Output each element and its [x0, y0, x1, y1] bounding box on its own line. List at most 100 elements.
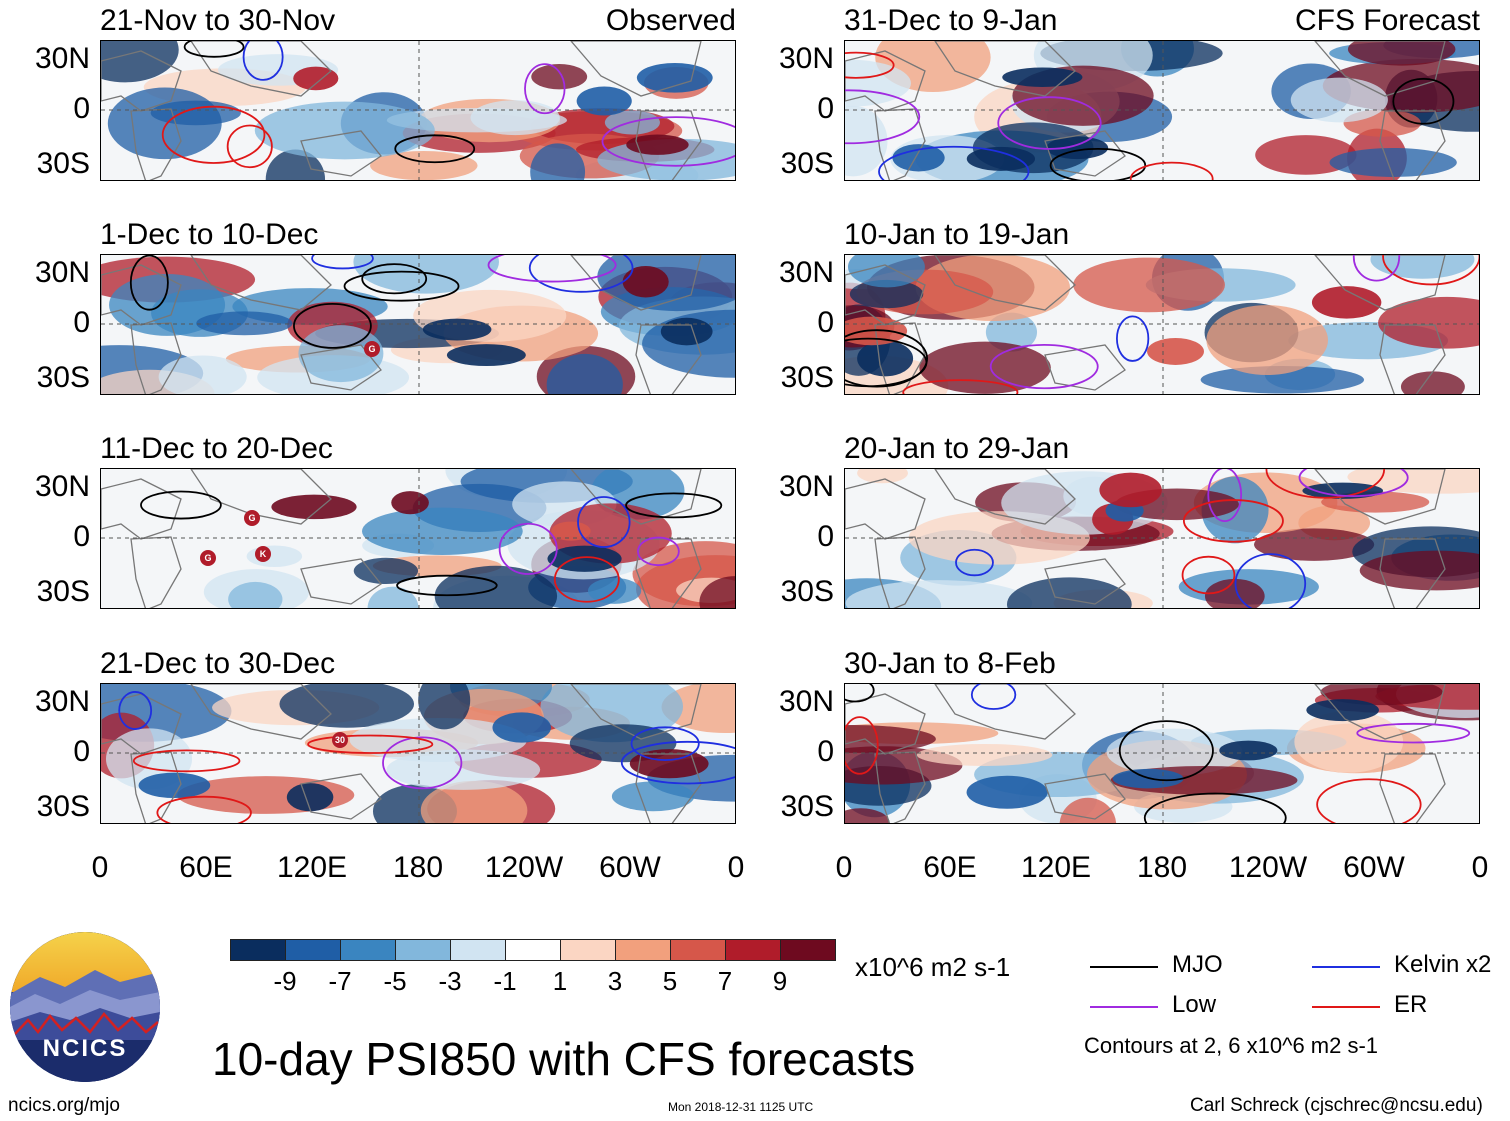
y-axis-label: 30N	[778, 470, 834, 503]
panel-title: 11-Dec to 20-Dec	[100, 432, 333, 465]
anomaly-field	[1059, 797, 1117, 823]
coastline	[934, 255, 1076, 311]
panel-title: 1-Dec to 10-Dec	[100, 218, 319, 251]
coastline	[1044, 344, 1126, 391]
x-axis-label: 120E	[1020, 851, 1092, 884]
anomaly-field	[279, 684, 415, 728]
anomaly-core	[422, 318, 492, 341]
colorbar-swatch	[780, 939, 836, 961]
colorbar-swatch	[505, 939, 561, 961]
x-axis-label: 60W	[1343, 851, 1405, 884]
author-credit: Carl Schreck (cjschrec@ncsu.edu)	[1190, 1095, 1483, 1116]
contour-line	[156, 795, 252, 823]
anomaly-core	[138, 772, 211, 799]
coastline	[1314, 255, 1446, 311]
coastline	[1379, 753, 1446, 823]
anomaly-field	[1378, 296, 1479, 349]
y-axis-label: 30S	[36, 575, 90, 608]
y-axis-label: 30S	[780, 790, 834, 823]
anomaly-field	[196, 311, 293, 336]
coastline	[101, 264, 182, 326]
coastline	[101, 693, 182, 755]
coastline	[934, 684, 1076, 740]
anomaly-field	[611, 781, 695, 812]
legend-label: MJO	[1172, 951, 1223, 978]
legend-swatch	[1312, 1006, 1380, 1008]
psi850-map-p6	[844, 254, 1480, 395]
contour-line	[311, 255, 374, 270]
anomaly-field	[1359, 550, 1479, 591]
contour-line	[1049, 148, 1147, 180]
contour-line	[845, 716, 879, 775]
x-axis-label: 120W	[484, 851, 564, 884]
contour-line	[845, 51, 895, 79]
coastline	[845, 264, 926, 326]
psi850-map-p8	[844, 683, 1480, 824]
anomaly-core	[1302, 482, 1384, 499]
tropical-cyclone-marker: 30	[332, 732, 348, 748]
y-axis-label: 30S	[36, 147, 90, 180]
main-title: 10-day PSI850 with CFS forecasts	[212, 1033, 916, 1085]
contour-line	[382, 736, 463, 790]
y-axis-label: 0	[817, 92, 834, 125]
anomaly-core	[547, 545, 622, 572]
anomaly-field	[546, 353, 623, 394]
contour-line	[1129, 161, 1214, 180]
contour-line	[553, 556, 620, 603]
anomaly-core	[1002, 67, 1083, 87]
tropical-cyclone-marker: K	[255, 546, 271, 562]
anomaly-field	[985, 312, 1038, 352]
x-axis-label: 120W	[1228, 851, 1308, 884]
anomaly-field	[845, 808, 890, 823]
colorbar-tick-label: 3	[607, 966, 623, 996]
coastline	[300, 344, 382, 391]
coastline	[1044, 558, 1126, 605]
anomaly-field	[1400, 371, 1465, 394]
contour-line	[1298, 469, 1409, 497]
legend-label: ER	[1394, 991, 1428, 1018]
anomaly-core	[293, 66, 339, 91]
contour-line	[845, 89, 921, 145]
colorbar-swatch	[560, 939, 616, 961]
anomaly-field	[1073, 257, 1225, 313]
y-axis-label: 30S	[780, 361, 834, 394]
legend-swatch	[1090, 966, 1158, 968]
legend-label: Low	[1172, 991, 1217, 1018]
anomaly-field	[470, 100, 560, 136]
anomaly-core	[576, 86, 632, 116]
contour-line	[1382, 255, 1479, 286]
anomaly-core	[286, 783, 334, 812]
psi850-map-p7	[844, 468, 1480, 609]
anomaly-core	[1311, 286, 1382, 319]
logo-text: NCICS	[42, 1035, 128, 1062]
contour-line	[528, 255, 634, 293]
coastline	[1379, 538, 1446, 608]
contour-line	[601, 116, 735, 167]
contour-line	[242, 41, 284, 81]
anomaly-core	[551, 521, 591, 541]
colorbar-swatch	[340, 939, 396, 961]
psi850-map-p5	[844, 40, 1480, 181]
anomaly-field	[1200, 365, 1365, 394]
source-url[interactable]: ncics.org/mjo	[8, 1095, 120, 1116]
contour-line	[132, 749, 241, 773]
anomaly-field	[254, 101, 435, 160]
contour-line	[307, 734, 434, 754]
x-axis-label: 60W	[599, 851, 661, 884]
coastline	[190, 469, 332, 525]
legend-note: Contours at 2, 6 x10^6 m2 s-1	[1084, 1033, 1379, 1058]
contour-line	[524, 63, 566, 115]
colorbar-swatch	[395, 939, 451, 961]
contour-line	[1392, 78, 1455, 125]
coastline	[635, 538, 702, 608]
anomaly-field	[1329, 148, 1457, 177]
panel-title: 21-Nov to 30-Nov	[100, 4, 336, 37]
contour-line	[878, 145, 1030, 180]
anomaly-core	[446, 344, 526, 367]
anomaly-field	[386, 749, 541, 790]
coastline	[1044, 130, 1126, 177]
anomaly-field	[1204, 578, 1265, 608]
y-axis-label: 30N	[778, 42, 834, 75]
anomaly-core	[857, 340, 914, 377]
anomaly-core	[622, 265, 669, 298]
